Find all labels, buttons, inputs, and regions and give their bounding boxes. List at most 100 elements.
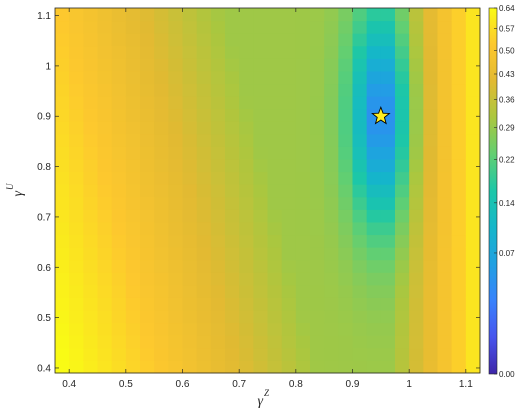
heatmap-cell (324, 221, 339, 236)
heatmap-cell (253, 146, 268, 160)
heatmap-cell (168, 8, 183, 22)
heatmap-cell (97, 297, 113, 311)
heatmap-cell (140, 83, 155, 97)
heatmap-cell (154, 196, 169, 210)
heatmap-cell (196, 83, 212, 97)
heatmap-cell (83, 171, 98, 185)
colorbar-ticks: 0.00 0.07 0.14 0.22 0.29 0.36 0.43 0.50 0.57 0.64 (494, 4, 515, 379)
heatmap-cell (451, 221, 467, 236)
heatmap-cell (83, 297, 98, 311)
heatmap-cell (295, 209, 311, 223)
heatmap-cell (225, 45, 240, 59)
heatmap-cell (55, 146, 70, 160)
heatmap-cell (437, 8, 453, 22)
heatmap-cell (465, 259, 481, 273)
heatmap-cell (55, 259, 70, 273)
heatmap-cell (465, 310, 481, 324)
heatmap-cell (55, 284, 70, 298)
heatmap-cell (253, 335, 268, 349)
heatmap-cell (366, 146, 382, 160)
heatmap-cell (69, 83, 84, 97)
heatmap-cell (338, 33, 353, 47)
heatmap-cell (225, 234, 240, 248)
heatmap-cell (352, 360, 368, 374)
heatmap-cell (125, 96, 141, 110)
heatmap-cell (196, 20, 212, 34)
heatmap-cell (380, 133, 396, 147)
heatmap-cell (437, 133, 453, 147)
heatmap-cell (69, 20, 84, 34)
heatmap-cell (55, 83, 70, 97)
heatmap-cell (210, 159, 226, 173)
heatmap-cell (267, 171, 283, 185)
heatmap-cell (168, 146, 183, 160)
heatmap-cell (111, 247, 127, 261)
y-tick-label: 0.6 (37, 263, 51, 274)
heatmap-cell (140, 33, 155, 47)
heatmap-cell (395, 322, 410, 336)
heatmap-cell (437, 259, 453, 273)
heatmap-cell (380, 196, 396, 210)
heatmap-cell (140, 259, 155, 273)
heatmap-cell (267, 8, 283, 22)
heatmap-cell (366, 33, 382, 47)
heatmap-cell (423, 133, 438, 147)
heatmap-cell (69, 360, 84, 374)
heatmap-cell (239, 209, 254, 223)
heatmap-cell (338, 360, 353, 374)
heatmap-cell (366, 310, 382, 324)
heatmap-cell (225, 159, 240, 173)
heatmap-cell (154, 171, 169, 185)
heatmap-cell (310, 322, 325, 336)
heatmap-cell (366, 297, 382, 311)
heatmap-cell (239, 196, 254, 210)
heatmap-cell (423, 146, 438, 160)
heatmap-cell (125, 184, 141, 198)
heatmap-cell (437, 234, 453, 248)
heatmap-cell (125, 70, 141, 85)
heatmap-cell (55, 159, 70, 173)
heatmap-cell (196, 58, 212, 72)
heatmap-cell (210, 284, 226, 298)
heatmap-cell (97, 196, 113, 210)
heatmap-cell (437, 108, 453, 122)
heatmap-cell (423, 96, 438, 110)
heatmap-cell (352, 347, 368, 361)
heatmap-cell (111, 259, 127, 273)
heatmap-cell (267, 83, 283, 97)
heatmap-cell (380, 121, 396, 135)
heatmap-cell (125, 146, 141, 160)
heatmap-cell (253, 20, 268, 34)
heatmap-cell (111, 209, 127, 223)
heatmap-cell (69, 146, 84, 160)
heatmap-cell (239, 133, 254, 147)
heatmap-cell (465, 297, 481, 311)
colorbar-tick-label: 0.43 (499, 70, 515, 79)
heatmap-cell (253, 209, 268, 223)
heatmap-cell (140, 234, 155, 248)
heatmap-cell (465, 96, 481, 110)
heatmap-cell (225, 297, 240, 311)
heatmap-cell (338, 209, 353, 223)
heatmap-cell (125, 221, 141, 236)
heatmap-cell (225, 171, 240, 185)
heatmap-cell (310, 133, 325, 147)
heatmap-cell (465, 133, 481, 147)
heatmap-cell (111, 310, 127, 324)
heatmap-cell (239, 146, 254, 160)
heatmap-cell (196, 8, 212, 22)
heatmap-cell (409, 310, 424, 324)
heatmap-cell (267, 58, 283, 72)
heatmap-cell (267, 146, 283, 160)
heatmap-cell (83, 20, 98, 34)
heatmap-cell (338, 259, 353, 273)
heatmap-cell (97, 221, 113, 236)
heatmap-cell (338, 322, 353, 336)
heatmap-cell (352, 33, 368, 47)
heatmap-cell (125, 133, 141, 147)
heatmap-cell (352, 133, 368, 147)
heatmap-cell (409, 58, 424, 72)
heatmap-cell (310, 221, 325, 236)
heatmap-cell (423, 247, 438, 261)
heatmap-cell (310, 45, 325, 59)
